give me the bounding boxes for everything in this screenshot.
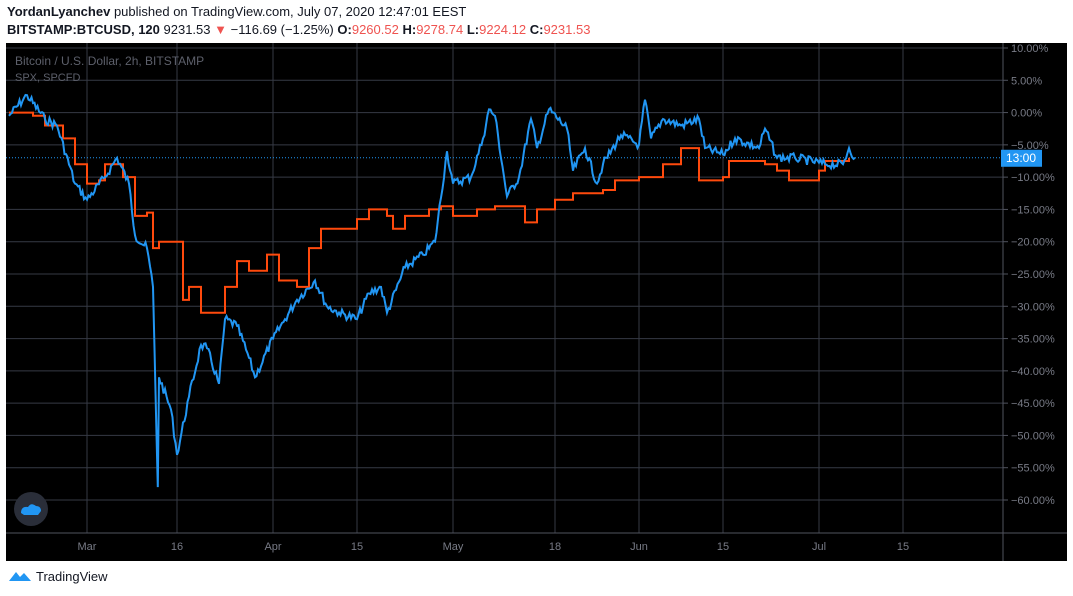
last-price: 9231.53 — [163, 22, 211, 37]
y-tick-label: −60.00% — [1011, 495, 1055, 507]
series-layer — [8, 93, 856, 488]
low-label: L: — [466, 22, 480, 37]
high-value: 9278.74 — [416, 22, 464, 37]
price-chart[interactable]: 10.00% 5.00% 0.00% −5.00% −10.00% −15.00% −20.… — [6, 43, 1067, 561]
legend-compare: SPX, SPCFD — [15, 72, 80, 84]
y-tick-label: 10.00% — [1011, 43, 1049, 55]
tradingview-logo-icon — [9, 572, 31, 581]
footer-brand[interactable]: TradingView — [36, 568, 108, 584]
y-tick-label: −10.00% — [1011, 172, 1055, 184]
symbol-info: BITSTAMP:BTCUSD, 120 9231.53 ▼ −116.69 (… — [7, 22, 590, 37]
x-tick-label: Jun — [630, 541, 648, 553]
price-change: −116.69 (−1.25%) — [230, 22, 334, 37]
publish-info: YordanLyanchev published on TradingView.… — [7, 4, 466, 19]
x-tick-label: 18 — [549, 541, 561, 553]
chart-background — [6, 43, 1067, 561]
publish-text: published on TradingView.com, July 07, 2… — [113, 4, 467, 19]
y-tick-label: −30.00% — [1011, 301, 1055, 313]
close-value: 9231.53 — [543, 22, 591, 37]
y-tick-label: −5.00% — [1011, 140, 1049, 152]
down-arrow-icon: ▼ — [214, 22, 228, 37]
time-axis[interactable]: Mar 16 Apr 15 May 18 Jun 15 Jul 15 — [78, 541, 910, 553]
price-label-group: 13:00 — [6, 149, 1042, 167]
x-tick-label: May — [443, 541, 464, 553]
low-value: 9224.12 — [479, 22, 527, 37]
y-tick-label: 0.00% — [1011, 108, 1042, 120]
x-tick-label: Mar — [78, 541, 97, 553]
x-tick-label: Jul — [812, 541, 826, 553]
price-axis[interactable]: 10.00% 5.00% 0.00% −5.00% −10.00% −15.00% −20.… — [1003, 43, 1055, 507]
symbol-label: BITSTAMP:BTCUSD, 120 — [7, 22, 160, 37]
spx-series-line — [9, 111, 850, 314]
author-name[interactable]: YordanLyanchev — [7, 4, 111, 19]
footer: TradingView — [8, 568, 108, 584]
open-value: 9260.52 — [351, 22, 399, 37]
y-tick-label: −45.00% — [1011, 398, 1055, 410]
y-tick-label: −20.00% — [1011, 237, 1055, 249]
y-tick-label: −15.00% — [1011, 204, 1055, 216]
legend-main: Bitcoin / U.S. Dollar, 2h, BITSTAMP — [15, 54, 204, 68]
btc-series-line — [8, 93, 856, 488]
y-tick-label: −35.00% — [1011, 334, 1055, 346]
tradingview-logo-badge[interactable] — [14, 492, 48, 526]
y-tick-label: 5.00% — [1011, 75, 1042, 87]
x-tick-label: 15 — [897, 541, 909, 553]
y-tick-label: −50.00% — [1011, 430, 1055, 442]
open-label: O: — [337, 22, 352, 37]
y-tick-label: −40.00% — [1011, 366, 1055, 378]
x-tick-label: 16 — [171, 541, 183, 553]
grid — [6, 43, 1003, 533]
price-label: 13:00 — [1006, 151, 1036, 165]
y-tick-label: −55.00% — [1011, 463, 1055, 475]
high-label: H: — [402, 22, 417, 37]
y-tick-label: −25.00% — [1011, 269, 1055, 281]
x-tick-label: 15 — [351, 541, 363, 553]
close-label: C: — [529, 22, 544, 37]
price-label-box — [1001, 149, 1042, 167]
x-tick-label: Apr — [264, 541, 281, 553]
x-tick-label: 15 — [717, 541, 729, 553]
cloud-icon — [21, 504, 41, 515]
